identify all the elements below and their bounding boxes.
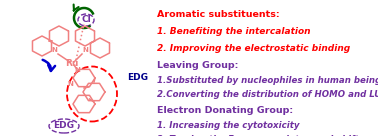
Text: Ru: Ru (65, 60, 79, 69)
Text: N: N (74, 67, 80, 73)
Text: 2. Turning the Energy gap into a red-shift: 2. Turning the Energy gap into a red-shi… (157, 135, 359, 136)
Text: 1. Benefiting the intercalation: 1. Benefiting the intercalation (157, 27, 310, 36)
Text: EDG: EDG (127, 73, 149, 83)
Text: Cl: Cl (81, 16, 91, 24)
Text: Electron Donating Group:: Electron Donating Group: (157, 106, 293, 115)
Text: EDG: EDG (54, 121, 74, 131)
Text: Leaving Group:: Leaving Group: (157, 61, 238, 70)
Text: 2. Improving the electrostatic binding: 2. Improving the electrostatic binding (157, 44, 350, 52)
Text: 1. Increasing the cytotoxicity: 1. Increasing the cytotoxicity (157, 121, 299, 130)
FancyArrowPatch shape (74, 4, 79, 10)
FancyArrowPatch shape (43, 60, 55, 71)
Text: N: N (82, 47, 88, 53)
Text: N: N (67, 81, 73, 87)
Text: N: N (51, 47, 57, 53)
Text: Aromatic substituents:: Aromatic substituents: (157, 10, 279, 18)
Text: 2.Converting the distribution of HOMO and LUMO: 2.Converting the distribution of HOMO an… (157, 90, 378, 99)
Text: 1.Substituted by nucleophiles in human beings: 1.Substituted by nucleophiles in human b… (157, 76, 378, 85)
